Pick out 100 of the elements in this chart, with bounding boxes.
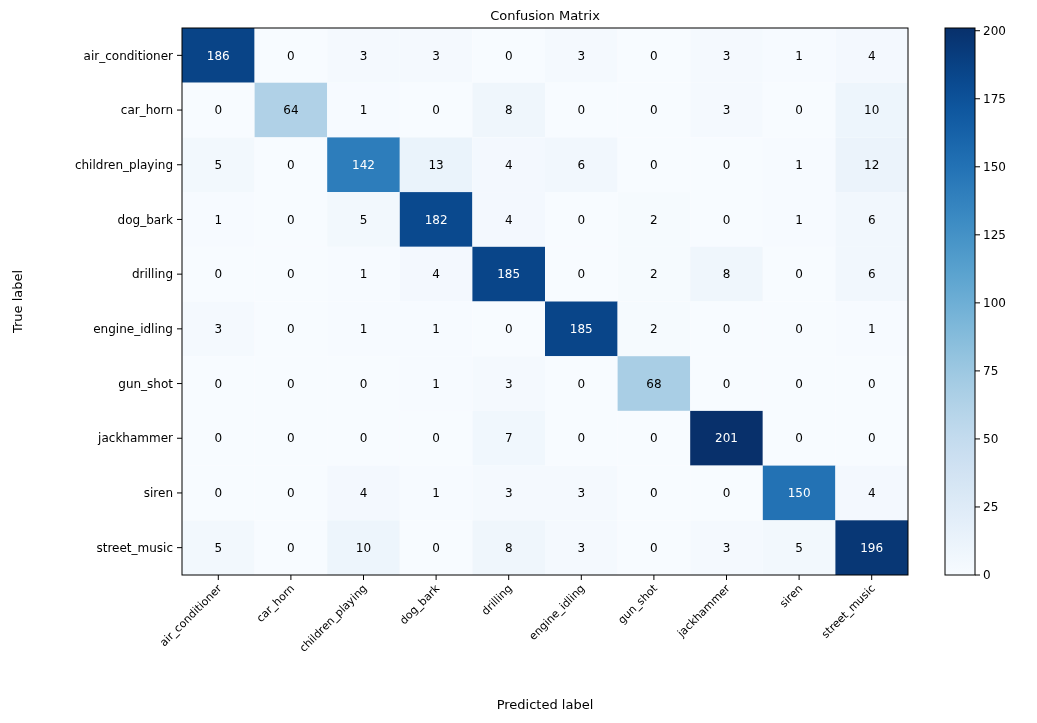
data-label: 0	[795, 376, 803, 391]
data-label: 0	[287, 157, 295, 172]
y-tick-label: air_conditioner	[83, 48, 174, 63]
data-label: 0	[795, 103, 803, 118]
data-label: 0	[287, 486, 295, 501]
color-bar-label: 150	[983, 159, 1006, 174]
data-label: 1	[432, 486, 440, 501]
y-tick-label: drilling	[131, 267, 173, 282]
data-label: 0	[722, 376, 731, 391]
data-label: 0	[287, 212, 295, 227]
data-label: 0	[359, 431, 368, 446]
data-label: 3	[214, 322, 223, 337]
data-label: 1	[795, 212, 803, 227]
data-label: 5	[214, 540, 223, 555]
data-label: 6	[867, 267, 876, 282]
data-label: 2	[650, 212, 658, 227]
data-label: 3	[577, 540, 586, 555]
data-label: 0	[214, 486, 223, 501]
data-label: 0	[432, 103, 440, 118]
data-label: 2	[650, 322, 658, 337]
data-label: 0	[214, 267, 223, 282]
data-label: 196	[860, 540, 884, 555]
data-label: 0	[722, 212, 731, 227]
data-label: 10	[864, 103, 880, 118]
data-label: 0	[504, 48, 513, 63]
data-label: 0	[287, 48, 295, 63]
data-label: 0	[214, 376, 223, 391]
data-label: 1	[214, 212, 223, 227]
data-label: 5	[359, 212, 368, 227]
data-label: 10	[355, 540, 372, 555]
data-label: 6	[577, 157, 586, 172]
data-label: 7	[504, 431, 513, 446]
data-label: 5	[214, 157, 223, 172]
color-bar-label: 200	[983, 23, 1006, 38]
data-label: 6	[867, 212, 876, 227]
data-label: 0	[795, 267, 803, 282]
data-label: 0	[577, 376, 586, 391]
data-label: 0	[287, 540, 295, 555]
data-label: 0	[650, 486, 658, 501]
data-label: 0	[722, 157, 731, 172]
color-bar-label: 0	[983, 568, 991, 583]
y-tick-label: car_horn	[120, 103, 173, 118]
data-label: 0	[577, 103, 586, 118]
y-tick-label: siren	[143, 486, 173, 501]
data-label: 0	[287, 431, 295, 446]
data-label: 0	[795, 431, 803, 446]
data-label: 0	[287, 376, 295, 391]
data-label: 185	[569, 322, 593, 337]
data-label: 3	[359, 48, 368, 63]
color-bar-label: 125	[983, 228, 1006, 243]
y-axis-title: True label	[10, 269, 25, 335]
data-label: 0	[795, 322, 803, 337]
data-label: 0	[504, 322, 513, 337]
data-label: 12	[864, 157, 880, 172]
y-tick-label: street_music	[96, 540, 173, 555]
data-label: 1	[795, 48, 803, 63]
y-tick-label: jackhammer	[97, 431, 174, 446]
data-label: 3	[504, 376, 513, 391]
data-label: 186	[206, 48, 230, 63]
data-label: 0	[867, 431, 876, 446]
data-label: 201	[715, 431, 738, 446]
data-label: 0	[867, 376, 876, 391]
color-bar-label: 100	[983, 296, 1006, 311]
data-label: 1	[359, 103, 368, 118]
data-label: 3	[722, 48, 731, 63]
data-label: 0	[287, 322, 295, 337]
data-label: 0	[432, 540, 440, 555]
y-tick-label: gun_shot	[118, 376, 174, 391]
data-label: 185	[497, 267, 521, 282]
data-label: 0	[287, 267, 295, 282]
data-label: 0	[214, 103, 223, 118]
data-label: 142	[352, 157, 375, 172]
color-bar-label: 25	[983, 500, 999, 515]
data-label: 0	[722, 322, 731, 337]
data-label: 1	[867, 322, 876, 337]
data-label: 1	[432, 376, 440, 391]
data-label: 4	[504, 212, 513, 227]
data-label: 4	[359, 486, 368, 501]
data-label: 3	[577, 486, 586, 501]
data-label: 4	[867, 486, 876, 501]
color-bar-label: 175	[983, 91, 1006, 106]
data-label: 4	[432, 267, 440, 282]
color-bar-label: 75	[983, 364, 999, 379]
data-label: 64	[283, 103, 299, 118]
data-label: 4	[867, 48, 876, 63]
data-label: 0	[577, 431, 586, 446]
data-label: 68	[646, 376, 662, 391]
data-label: 0	[432, 431, 440, 446]
data-label: 4	[504, 157, 513, 172]
data-label: 3	[722, 540, 731, 555]
data-label: 3	[577, 48, 586, 63]
data-label: 150	[787, 486, 811, 501]
data-label: 1	[432, 322, 440, 337]
data-label: 1	[795, 157, 803, 172]
data-label: 0	[650, 540, 658, 555]
color-bar-label: 50	[983, 432, 999, 447]
data-label: 0	[214, 431, 223, 446]
data-label: 0	[359, 376, 368, 391]
data-label: 1	[359, 322, 368, 337]
data-label: 3	[722, 103, 731, 118]
